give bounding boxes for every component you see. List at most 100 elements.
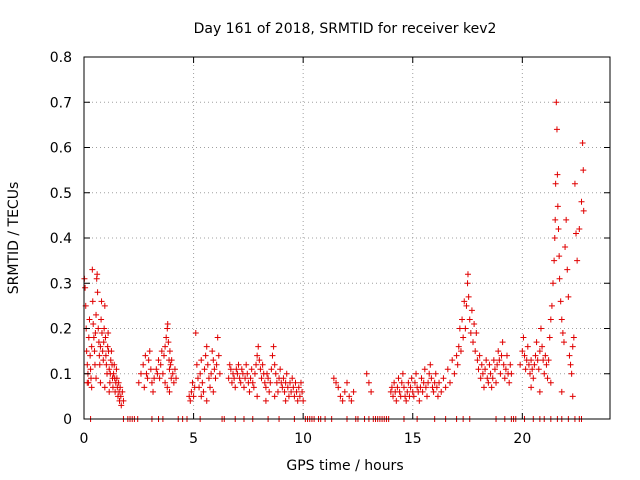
- data-point: [107, 357, 114, 364]
- data-point: [551, 235, 558, 241]
- data-point: [237, 379, 244, 386]
- data-point: [537, 325, 544, 332]
- data-point: [257, 366, 264, 373]
- data-point: [520, 334, 527, 341]
- chart-title: Day 161 of 2018, SRMTID for receiver kev…: [194, 21, 497, 37]
- data-point: [442, 384, 449, 391]
- data-point: [99, 348, 106, 355]
- data-point: [529, 366, 536, 373]
- data-point: [434, 393, 441, 400]
- data-point: [568, 370, 575, 377]
- data-point: [534, 357, 541, 364]
- data-point: [288, 388, 295, 395]
- data-point: [135, 379, 142, 386]
- data-point: [411, 379, 418, 386]
- data-point: [461, 298, 468, 305]
- data-point: [548, 302, 555, 309]
- data-point: [486, 361, 493, 368]
- data-point: [552, 216, 559, 223]
- data-point: [391, 379, 398, 386]
- data-point: [98, 330, 105, 337]
- data-point: [90, 320, 97, 327]
- data-point: [115, 379, 122, 386]
- data-point: [532, 352, 539, 359]
- data-point: [196, 384, 203, 391]
- data-point: [521, 352, 528, 359]
- data-point: [447, 379, 454, 386]
- data-point: [457, 348, 464, 355]
- data-point: [253, 361, 260, 368]
- data-point: [573, 230, 580, 237]
- data-point: [169, 370, 176, 377]
- data-point: [88, 384, 95, 391]
- data-point: [202, 352, 209, 359]
- data-point: [453, 352, 460, 359]
- data-point: [197, 370, 204, 377]
- data-point: [425, 379, 432, 386]
- data-point: [270, 343, 277, 350]
- data-point: [475, 366, 482, 373]
- data-point: [341, 388, 348, 395]
- data-point: [265, 375, 272, 382]
- data-point: [140, 361, 147, 368]
- data-point: [254, 352, 261, 359]
- data-point: [235, 361, 242, 368]
- data-point: [144, 375, 151, 382]
- data-point: [494, 361, 501, 368]
- y-axis-ticks: 0 0.1 0.2 0.3 0.4 0.5 0.6 0.7 0.8: [50, 50, 610, 428]
- data-point: [567, 361, 574, 368]
- data-point: [141, 384, 148, 391]
- data-point: [246, 388, 253, 395]
- data-point: [471, 320, 478, 327]
- data-point: [193, 361, 200, 368]
- y-tick-label: 0: [63, 412, 72, 428]
- data-point: [203, 397, 210, 404]
- data-point: [555, 225, 562, 232]
- data-point: [283, 370, 290, 377]
- data-point: [408, 375, 415, 382]
- data-point: [244, 370, 251, 377]
- data-point: [199, 379, 206, 386]
- data-point: [390, 393, 397, 400]
- data-point: [503, 352, 510, 359]
- data-point: [560, 339, 567, 346]
- data-point: [117, 393, 124, 400]
- data-point: [160, 352, 167, 359]
- data-point: [569, 393, 576, 400]
- data-point: [105, 330, 112, 337]
- data-point: [209, 348, 216, 355]
- data-point: [562, 244, 569, 251]
- data-point: [88, 343, 95, 350]
- data-point: [330, 375, 337, 382]
- data-point: [466, 316, 473, 323]
- data-point: [403, 397, 410, 404]
- data-point: [225, 375, 232, 382]
- data-point: [426, 370, 433, 377]
- data-point: [266, 388, 273, 395]
- data-point: [422, 384, 429, 391]
- data-point: [98, 298, 105, 305]
- data-point: [473, 330, 480, 337]
- data-point: [86, 316, 93, 323]
- data-point: [234, 370, 241, 377]
- data-point: [536, 348, 543, 355]
- data-point: [464, 280, 471, 287]
- data-point: [398, 379, 405, 386]
- data-point: [498, 352, 505, 359]
- data-point: [407, 384, 414, 391]
- data-point: [194, 375, 201, 382]
- data-point: [536, 388, 543, 395]
- data-point: [501, 375, 508, 382]
- data-point: [525, 361, 532, 368]
- data-point: [171, 366, 178, 373]
- data-point: [227, 366, 234, 373]
- data-point: [542, 352, 549, 359]
- data-point: [93, 375, 100, 382]
- data-point: [154, 370, 161, 377]
- data-point: [444, 366, 451, 373]
- data-point: [294, 397, 301, 404]
- data-point: [101, 302, 108, 309]
- data-point: [300, 397, 307, 404]
- data-point: [451, 370, 458, 377]
